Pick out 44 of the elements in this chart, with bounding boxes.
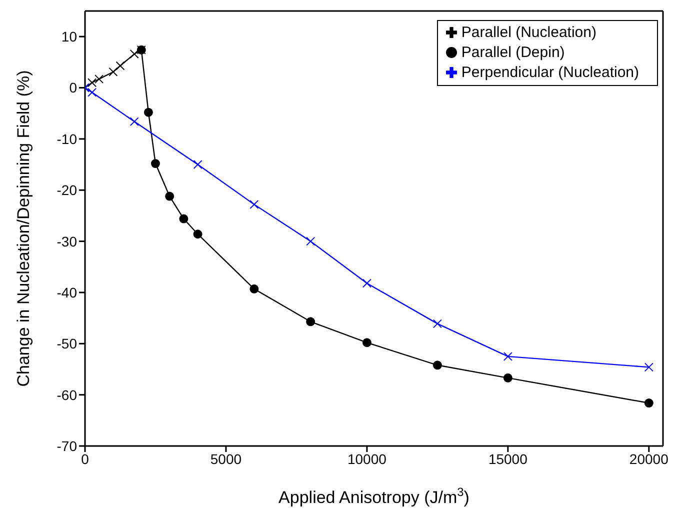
point bbox=[193, 230, 202, 239]
point bbox=[179, 214, 188, 224]
y-tick-label: 0 bbox=[69, 80, 78, 96]
point bbox=[362, 338, 372, 348]
point bbox=[362, 278, 372, 288]
point bbox=[116, 61, 125, 70]
legend-label: Parallel (Nucleation) bbox=[461, 24, 596, 41]
point bbox=[250, 284, 259, 294]
point bbox=[432, 360, 442, 370]
x-tick-label: 10000 bbox=[347, 450, 387, 467]
point bbox=[306, 236, 316, 246]
x-tick-label: 20000 bbox=[629, 450, 669, 467]
point bbox=[144, 108, 153, 117]
y-axis-title: Change in Nucleation/Depinning Field (%) bbox=[14, 70, 33, 387]
point bbox=[250, 200, 259, 209]
point bbox=[108, 67, 118, 76]
point bbox=[503, 352, 512, 361]
y-tick-label: -70 bbox=[56, 438, 78, 454]
point bbox=[644, 362, 654, 372]
point bbox=[130, 49, 139, 58]
point bbox=[193, 160, 202, 170]
point bbox=[306, 317, 316, 326]
point bbox=[503, 373, 512, 382]
point bbox=[644, 398, 654, 408]
point bbox=[94, 74, 104, 84]
y-tick-label: -30 bbox=[56, 233, 78, 250]
y-tick-label: 10 bbox=[61, 28, 78, 45]
y-tick-label: -50 bbox=[56, 336, 78, 352]
x-tick-label: 0 bbox=[81, 450, 90, 467]
y-tick-label: -60 bbox=[56, 386, 78, 403]
legend-label: Perpendicular (Nucleation) bbox=[461, 64, 639, 81]
y-tick-label: -40 bbox=[56, 284, 78, 300]
legend-label: Parallel (Depin) bbox=[461, 44, 565, 61]
x-tick-label: 15000 bbox=[488, 450, 528, 467]
point bbox=[88, 88, 97, 97]
point bbox=[432, 319, 442, 328]
point bbox=[165, 192, 174, 201]
x-tick-label: 5000 bbox=[210, 450, 242, 467]
point bbox=[88, 78, 97, 88]
y-tick-label: -10 bbox=[56, 130, 78, 147]
point bbox=[130, 117, 139, 126]
point bbox=[150, 159, 160, 168]
x-axis-title: Applied Anisotropy (J/m$^{3}$) bbox=[278, 485, 470, 507]
y-tick-label: -20 bbox=[56, 182, 78, 198]
